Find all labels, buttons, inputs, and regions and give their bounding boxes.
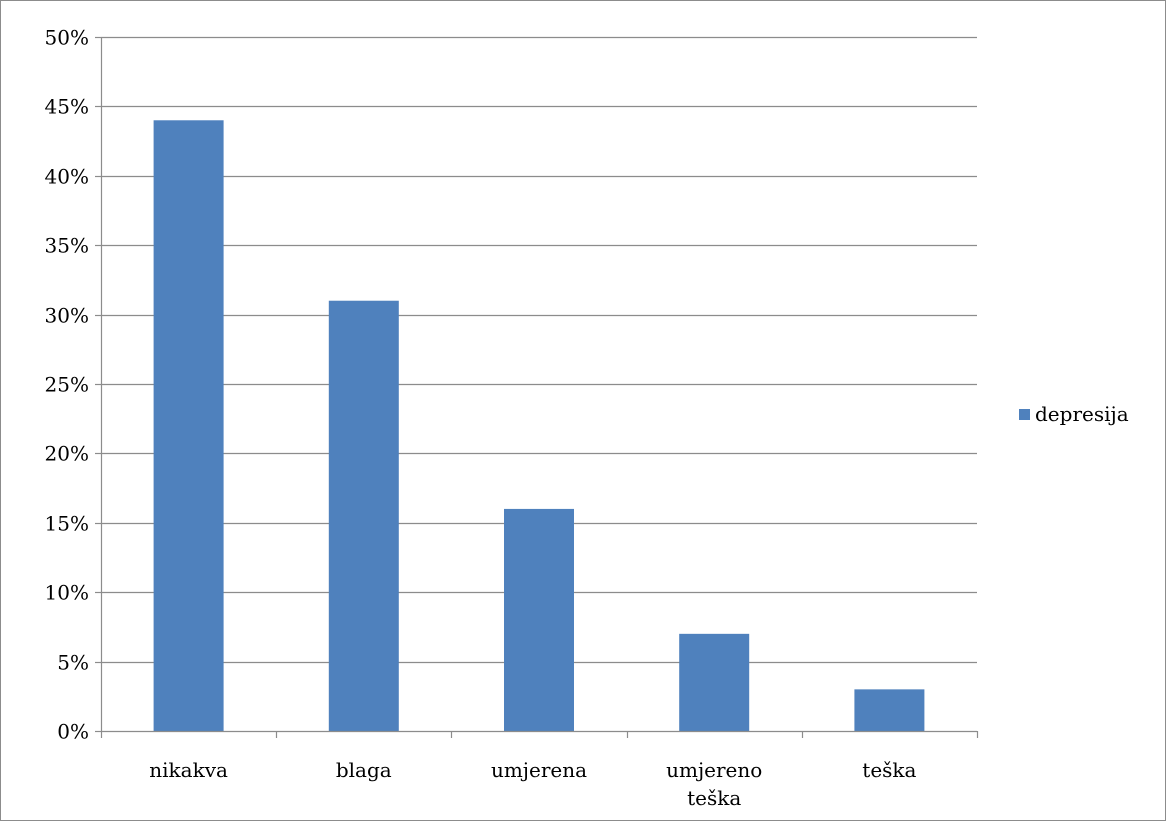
- gridlines: [101, 36, 977, 664]
- legend-label: depresija: [1035, 402, 1129, 426]
- y-tick-label: 50%: [45, 26, 89, 50]
- bar: [679, 633, 750, 731]
- y-tick-label: 40%: [45, 165, 89, 189]
- bar: [504, 508, 574, 731]
- y-tick-label: 10%: [45, 581, 89, 605]
- bars: [153, 120, 925, 731]
- axes: [95, 36, 979, 738]
- x-category-labels: nikakva blaga umjerena umjereno teška teška: [149, 758, 916, 810]
- y-tick-label: 45%: [45, 95, 89, 119]
- y-tick-label: 5%: [57, 651, 89, 675]
- x-category-label: umjereno: [666, 758, 762, 782]
- y-tick-label: 20%: [45, 442, 89, 466]
- legend: depresija: [1019, 402, 1129, 426]
- y-tick-label: 30%: [45, 304, 89, 328]
- y-tick-label: 35%: [45, 234, 89, 258]
- bar: [153, 120, 224, 731]
- x-category-label: blaga: [336, 758, 392, 782]
- y-tick-labels: 0% 5% 10% 15% 20% 25% 30% 35% 40% 45% 50%: [45, 26, 89, 744]
- bar: [854, 689, 925, 731]
- y-tick-label: 25%: [45, 373, 89, 397]
- x-category-label: teška: [862, 758, 916, 782]
- bar: [328, 300, 399, 731]
- legend-swatch: [1019, 409, 1030, 420]
- x-category-label: nikakva: [149, 758, 228, 782]
- y-tick-label: 0%: [57, 720, 89, 744]
- x-category-label: teška: [687, 786, 741, 810]
- y-tick-label: 15%: [45, 512, 89, 536]
- x-category-label: umjerena: [491, 758, 587, 782]
